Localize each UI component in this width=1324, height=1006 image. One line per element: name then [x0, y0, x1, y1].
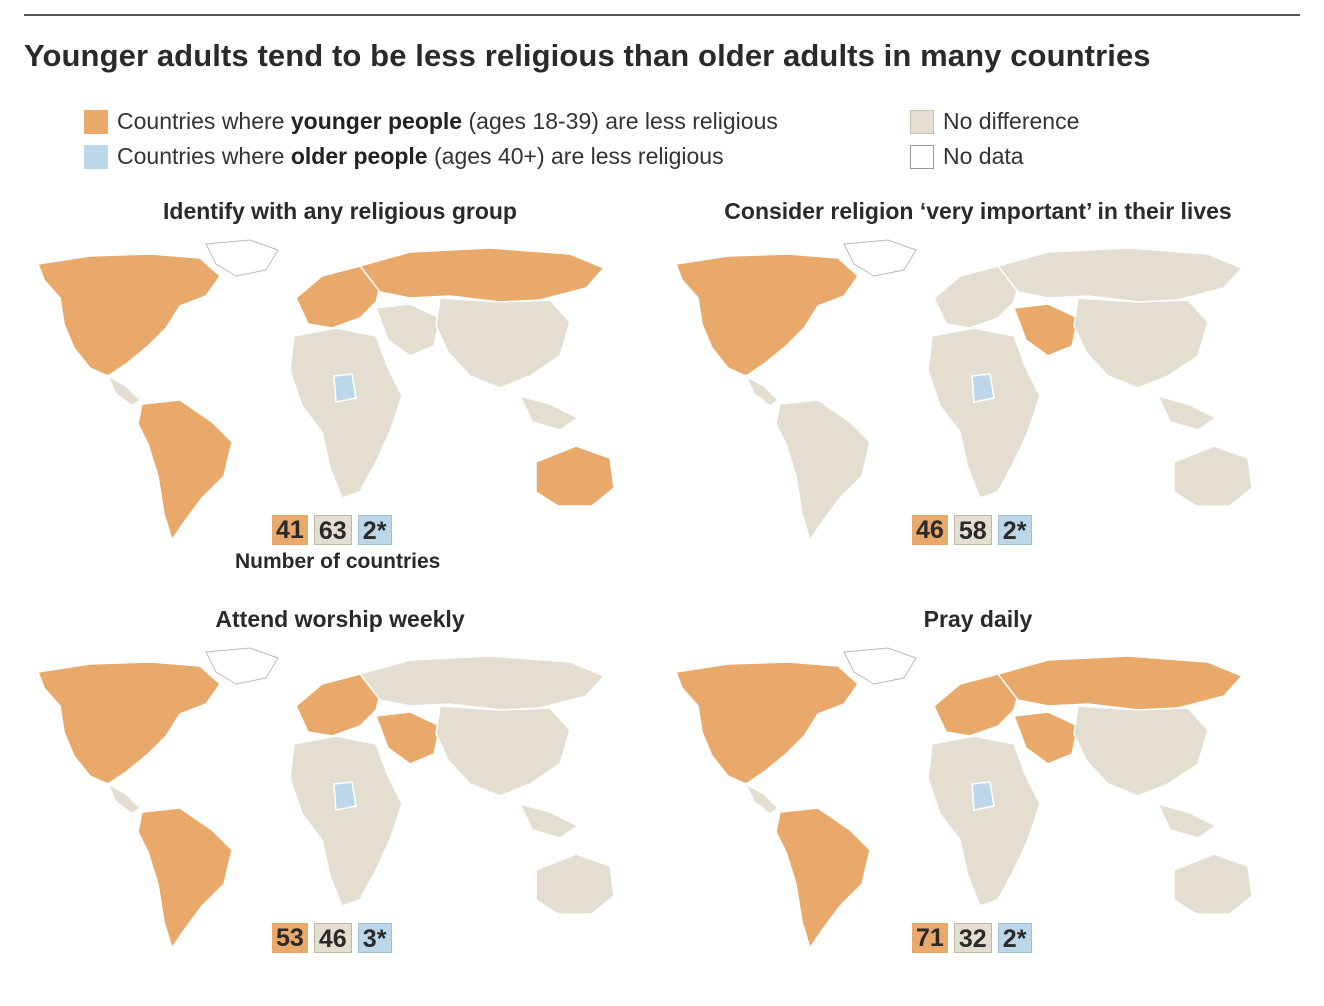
central-america-region [106, 374, 142, 407]
count-younger: 71 [912, 923, 948, 953]
older-less-country-region [333, 781, 357, 811]
counts-attend: 53 46 3* [272, 923, 392, 953]
legend-no-difference: No difference [910, 108, 1079, 135]
counts-important: 46 58 2* [912, 515, 1032, 545]
count-older: 2* [997, 923, 1032, 953]
count-older: 2* [997, 515, 1032, 545]
russia-region [358, 247, 606, 303]
europe-region [933, 265, 1021, 329]
middle-east-region [374, 303, 441, 357]
map-title-identify: Identify with any religious group [163, 198, 517, 224]
middle-east-region [1012, 711, 1079, 765]
asia-region [1073, 705, 1209, 797]
legend-swatch-nodata [910, 144, 934, 169]
counts-pray: 71 32 2* [912, 923, 1032, 953]
count-younger: 46 [912, 515, 948, 545]
asia-region [1073, 297, 1209, 389]
africa-region [289, 327, 403, 499]
south-america-region [137, 399, 233, 542]
australia-region [1173, 853, 1253, 915]
legend-swatch-older [84, 144, 108, 169]
top-rule [24, 14, 1300, 16]
north-america-region [36, 253, 221, 377]
older-less-country-region [333, 373, 357, 403]
greenland-region [843, 239, 917, 277]
count-note: Number of countries [235, 550, 441, 573]
africa-region [927, 735, 1041, 907]
australia-region [535, 445, 615, 507]
south-america-region [775, 807, 871, 950]
asia-region [435, 705, 571, 797]
europe-region [933, 673, 1021, 737]
legend-no-data: No data [910, 143, 1024, 170]
north-america-region [674, 661, 859, 785]
greenland-region [205, 647, 279, 685]
legend-younger-less: Countries where younger people (ages 18-… [84, 108, 778, 135]
legend-nodata-text: No data [943, 143, 1024, 169]
counts-identify: 41 63 2* [272, 515, 392, 545]
asia-region [435, 297, 571, 389]
legend-younger-text: Countries where younger people (ages 18-… [117, 108, 778, 134]
older-less-country-region [971, 781, 995, 811]
russia-region [996, 247, 1244, 303]
legend-older-less: Countries where older people (ages 40+) … [84, 143, 724, 170]
south-america-region [137, 807, 233, 950]
map-title-attend: Attend worship weekly [215, 606, 465, 632]
count-younger: 53 [272, 923, 308, 953]
count-older: 2* [357, 515, 392, 545]
count-older: 3* [357, 923, 392, 953]
count-nodiff: 58 [953, 515, 992, 545]
africa-region [927, 327, 1041, 499]
greenland-region [843, 647, 917, 685]
southeast-asia-region [518, 802, 580, 839]
southeast-asia-region [1156, 802, 1218, 839]
map-title-pray: Pray daily [923, 606, 1033, 632]
legend-older-text: Countries where older people (ages 40+) … [117, 143, 724, 169]
southeast-asia-region [518, 394, 580, 431]
central-america-region [744, 782, 780, 815]
africa-region [289, 735, 403, 907]
world-map-attend [36, 647, 615, 950]
count-nodiff: 32 [953, 923, 992, 953]
europe-region [295, 673, 383, 737]
world-map-identify [36, 239, 615, 542]
legend-nodiff-text: No difference [943, 108, 1080, 134]
middle-east-region [1012, 303, 1079, 357]
russia-region [358, 655, 606, 711]
north-america-region [36, 661, 221, 785]
legend-swatch-younger [84, 109, 108, 134]
russia-region [996, 655, 1244, 711]
middle-east-region [374, 711, 441, 765]
greenland-region [205, 239, 279, 277]
southeast-asia-region [1156, 394, 1218, 431]
europe-region [295, 265, 383, 329]
older-less-country-region [971, 373, 995, 403]
count-nodiff: 63 [313, 515, 352, 545]
central-america-region [744, 374, 780, 407]
central-america-region [106, 782, 142, 815]
australia-region [1173, 445, 1253, 507]
north-america-region [674, 253, 859, 377]
legend-swatch-nodiff [910, 109, 934, 134]
count-younger: 41 [272, 515, 308, 545]
south-america-region [775, 399, 871, 542]
figure-title: Younger adults tend to be less religious… [24, 38, 1151, 73]
count-nodiff: 46 [313, 923, 352, 953]
world-map-important [674, 239, 1253, 542]
australia-region [535, 853, 615, 915]
world-map-pray [674, 647, 1253, 950]
map-title-important: Consider religion ‘very important’ in th… [724, 198, 1232, 224]
